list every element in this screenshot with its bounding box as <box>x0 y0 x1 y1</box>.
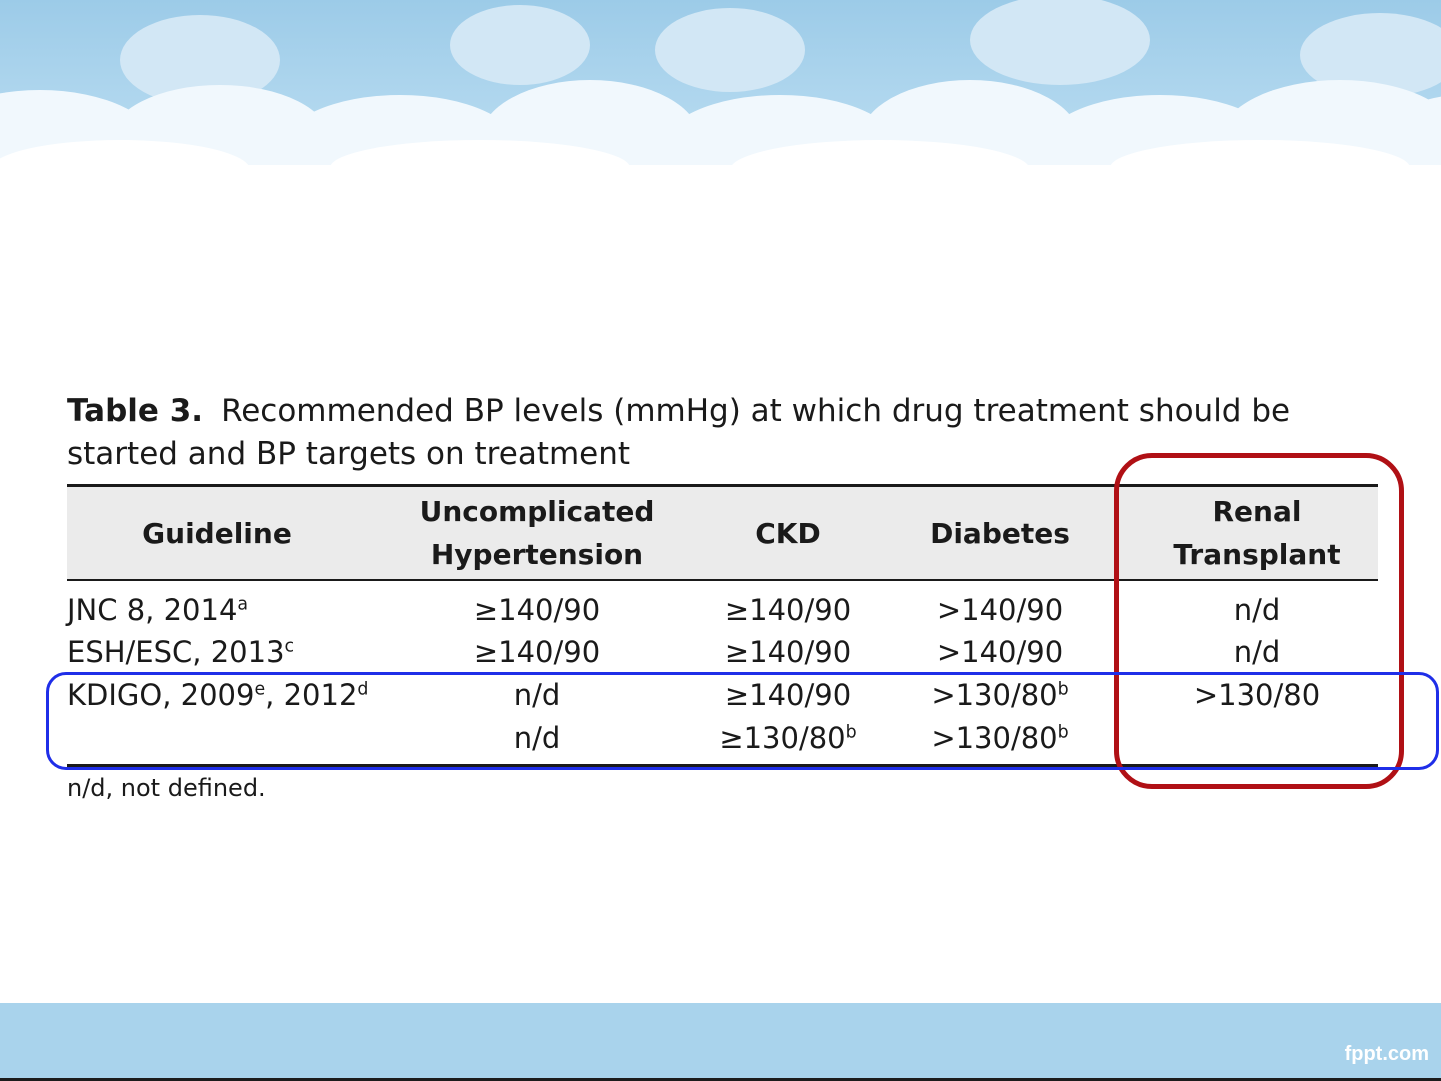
cell-ckd-row-1: ≥140/90 <box>724 593 852 627</box>
cell-ckd-row-2: ≥140/90 <box>724 635 852 669</box>
table-bottom-rule <box>67 764 1378 767</box>
column-header-diabetes-text: Diabetes <box>930 516 1070 550</box>
table-top-rule <box>67 484 1378 487</box>
cloud-illustration <box>0 0 1441 210</box>
column-header-uncomplicated-line-2: Hypertension <box>430 538 644 571</box>
cell-uncomplicated-row-1: ≥140/90 <box>473 593 601 627</box>
caption-text-1: Recommended BP levels (mmHg) at which dr… <box>221 393 1291 429</box>
footer-band: fppt.com <box>0 1003 1441 1081</box>
table-label: Table 3. <box>67 393 204 429</box>
cell-uncomplicated-row-2: ≥140/90 <box>473 635 601 669</box>
brand-watermark: fppt.com <box>1344 1043 1429 1065</box>
table-caption: Table 3. Recommended BP levels (mmHg) at … <box>67 390 1367 476</box>
table-footnote: n/d, not defined. <box>67 774 266 802</box>
caption-line-1: Table 3. Recommended BP levels (mmHg) at … <box>67 390 1367 433</box>
column-header-guideline: Guideline <box>67 487 367 579</box>
cell-diabetes-row-4: >130/80b <box>931 721 1069 755</box>
column-header-guideline-text: Guideline <box>142 516 292 550</box>
cell-diabetes-row-1: >140/90 <box>936 593 1064 627</box>
column-header-diabetes: Diabetes <box>920 487 1080 579</box>
cell-renal-transplant-row-2: n/d <box>1233 635 1281 669</box>
renal-transplant-highlight-box <box>1114 453 1404 789</box>
kdigo-row-highlight-box <box>46 672 1439 770</box>
footer-edge <box>0 1078 1441 1081</box>
cell-uncomplicated-row-4: n/d <box>513 721 561 755</box>
column-header-uncomplicated: Uncomplicated Hypertension <box>407 487 667 579</box>
cell-ckd-row-3: ≥140/90 <box>724 678 852 712</box>
cell-renal-transplant-row-3: >130/80 <box>1193 678 1321 712</box>
column-header-renal-transplant-text: Renal Transplant <box>1173 495 1341 571</box>
caption-line-2: started and BP targets on treatment <box>67 436 631 472</box>
cell-diabetes-row-3: >130/80b <box>931 678 1069 712</box>
cell-ckd-row-4: ≥130/80b <box>719 721 857 755</box>
column-header-renal-transplant: Renal Transplant <box>1128 487 1386 579</box>
table-header-background <box>67 487 1378 579</box>
column-header-ckd-text: CKD <box>755 516 821 550</box>
cell-guideline-row-2: ESH/ESC, 2013c <box>67 635 295 669</box>
column-header-uncomplicated-line-1: Uncomplicated <box>419 495 655 528</box>
cell-guideline-row-3: KDIGO, 2009e, 2012d <box>67 678 369 712</box>
cell-diabetes-row-2: >140/90 <box>936 635 1064 669</box>
cell-guideline-row-1: JNC 8, 2014a <box>67 593 249 627</box>
cell-renal-transplant-row-1: n/d <box>1233 593 1281 627</box>
cell-uncomplicated-row-3: n/d <box>513 678 561 712</box>
sky-cloud-banner <box>0 0 1441 210</box>
table-header-rule <box>67 579 1378 581</box>
column-header-ckd: CKD <box>708 487 868 579</box>
